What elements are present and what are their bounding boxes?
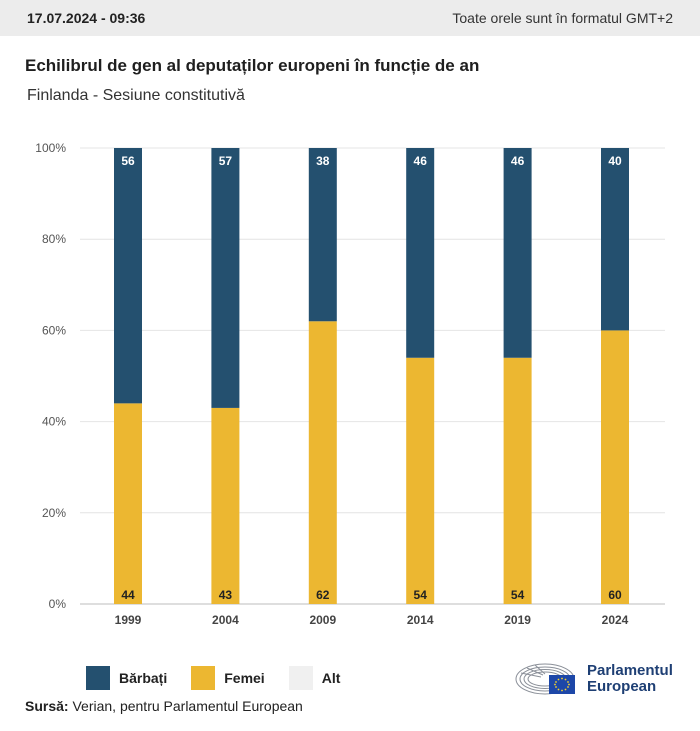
legend-swatch-barbati [86,666,110,690]
bar-femei-2009 [308,321,337,604]
x-tick-label: 1999 [115,613,142,627]
bar-femei-2019 [503,357,532,604]
timestamp: 17.07.2024 - 09:36 [27,10,146,26]
x-tick-label: 2019 [504,613,531,627]
data-label-barbati: 46 [414,154,428,168]
data-label-femei: 44 [121,588,135,602]
y-tick-label: 20% [42,506,66,520]
legend-swatch-femei [191,666,216,690]
data-label-barbati: 56 [121,154,135,168]
y-tick-label: 60% [42,323,66,337]
data-label-barbati: 57 [219,154,233,168]
bar-barbati-2009 [308,148,337,322]
bar-barbati-2014 [406,148,435,358]
x-tick-label: 2014 [407,613,434,627]
logo-line-1: Parlamentul [587,662,673,679]
legend-label-barbati: Bărbați [119,670,168,686]
legend-item-barbati: Bărbați [86,666,167,690]
data-label-femei: 62 [316,588,330,602]
bar-barbati-1999 [114,148,142,404]
bar-femei-2024 [601,330,629,604]
chart-title: Echilibrul de gen al deputaților europen… [25,56,480,75]
source-note: Sursă: Verian, pentru Parlamentul Europe… [25,698,303,714]
legend-item-alt: Alt [288,666,341,690]
y-tick-label: 40% [42,415,66,429]
y-tick-label: 80% [42,232,66,246]
bar-chart: 0% 20% 40% 60% 80% 100% 56 44 1999 57 43 2004 38 62 20… [35,141,665,627]
bar-femei-1999 [114,403,142,604]
legend-swatch-alt [288,666,313,690]
bar-barbati-2004 [211,148,240,408]
data-label-femei: 54 [414,588,428,602]
bar-femei-2004 [211,407,240,604]
source-label: Sursă: [25,698,69,714]
data-label-femei: 43 [219,588,233,602]
y-tick-label: 100% [35,141,66,155]
logo-line-2: European [587,678,657,695]
data-label-barbati: 46 [511,154,525,168]
top-bar: 17.07.2024 - 09:36 Toate orele sunt în f… [0,0,700,36]
x-tick-label: 2009 [309,613,336,627]
bar-femei-2014 [406,357,435,604]
parliament-logo: Parlamentul European [515,659,673,699]
x-tick-label: 2004 [212,613,239,627]
logo-text: Parlamentul European [587,663,673,695]
bar-barbati-2019 [503,148,532,358]
x-tick-label: 2024 [602,613,629,627]
chart-legend: Bărbați Femei Alt [86,666,364,690]
data-label-femei: 54 [511,588,525,602]
legend-label-alt: Alt [321,670,341,686]
legend-label-femei: Femei [224,670,265,686]
source-text: Verian, pentru Parlamentul European [72,698,303,714]
parliament-hemicycle-icon [515,663,575,695]
chart-subtitle: Finlanda - Sesiune constitutivă [27,87,245,104]
data-label-barbati: 40 [608,154,622,168]
timezone-note: Toate orele sunt în formatul GMT+2 [452,10,673,26]
bar-barbati-2024 [601,148,629,331]
legend-item-femei: Femei [191,666,265,690]
data-label-femei: 60 [608,588,622,602]
y-tick-label: 0% [49,597,67,611]
data-label-barbati: 38 [316,154,330,168]
